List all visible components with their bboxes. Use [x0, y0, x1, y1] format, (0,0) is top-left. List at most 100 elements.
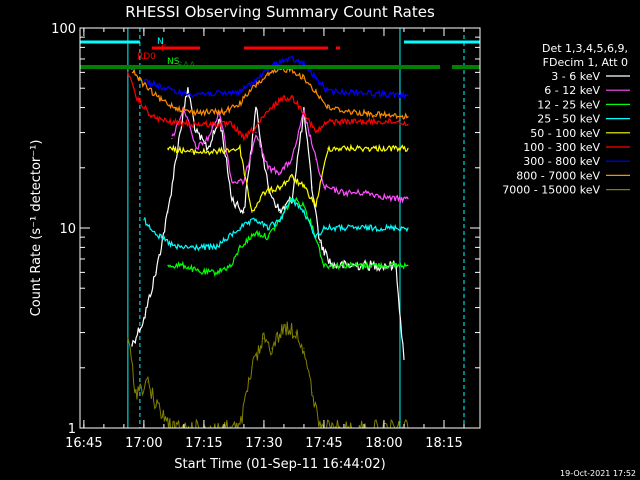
data-point: [407, 227, 409, 229]
data-point: [279, 219, 281, 221]
chart-title: RHESSI Observing Summary Count Rates: [125, 3, 435, 21]
flag-label-ns: NS: [167, 57, 180, 67]
data-point: [207, 137, 209, 140]
legend-label-50-100-kev: 50 - 100 keV: [530, 127, 600, 140]
y-tick-label: 100: [51, 22, 76, 37]
data-point: [271, 347, 273, 350]
data-point: [263, 192, 265, 194]
data-point: [143, 79, 145, 81]
data-point: [163, 87, 165, 89]
series-line-800-7000-kev: [131, 66, 409, 120]
data-point: [147, 381, 149, 383]
data-point: [159, 98, 161, 100]
flag-label-saa: SAA: [177, 61, 196, 71]
legend: Det 1,3,4,5,6,9,FDecim 1, Att 03 - 6 keV…: [502, 42, 630, 197]
x-axis: 16:45 17:00 17:15 17:30 17:45 18:00 18:15: [65, 28, 465, 451]
data-point: [399, 94, 401, 97]
data-point: [303, 77, 305, 79]
data-point: [399, 116, 401, 118]
data-point: [407, 198, 409, 200]
data-point: [267, 111, 269, 113]
y-tick-label: 10: [59, 222, 76, 237]
data-point: [291, 68, 293, 71]
data-point: [343, 227, 345, 229]
data-point: [135, 392, 137, 394]
series-line-6-12-kev: [171, 107, 409, 204]
data-point: [215, 271, 217, 273]
data-point: [399, 147, 401, 150]
x-axis-label: Start Time (01-Sep-11 16:44:02): [174, 457, 385, 472]
data-point: [195, 147, 197, 150]
x-tick-label: 17:30: [245, 436, 282, 451]
data-point: [351, 91, 353, 93]
data-point: [375, 121, 377, 123]
x-tick-label: 18:00: [365, 436, 402, 451]
data-point: [367, 264, 369, 267]
data-point: [255, 231, 257, 234]
data-point: [255, 79, 257, 81]
data-point: [191, 246, 193, 248]
data-point: [279, 68, 281, 71]
data-point: [179, 131, 181, 134]
data-point: [327, 121, 329, 123]
data-point: [351, 111, 353, 113]
data-point: [175, 106, 177, 109]
legend-label-6-12-kev: 6 - 12 keV: [544, 84, 600, 97]
data-point: [315, 204, 317, 206]
data-point: [231, 264, 233, 267]
data-point: [199, 271, 201, 273]
data-point: [283, 326, 285, 328]
series-line-100-300-kev: [127, 73, 409, 142]
flag-label-f: F: [161, 44, 166, 54]
data-point: [391, 264, 393, 267]
data-point: [187, 87, 189, 89]
data-point: [267, 227, 269, 229]
data-point: [255, 84, 257, 86]
data-point: [151, 116, 153, 118]
data-point: [315, 131, 317, 134]
legend-header-line: Det 1,3,4,5,6,9,: [542, 42, 628, 55]
data-point: [183, 264, 185, 267]
series-layer: [127, 55, 409, 428]
series-line-3-6-kev: [131, 87, 405, 360]
data-point: [315, 91, 317, 93]
data-point: [407, 147, 409, 150]
data-point: [351, 147, 353, 150]
data-point: [171, 137, 173, 140]
data-point: [407, 94, 409, 97]
legend-label-12-25-kev: 12 - 25 keV: [537, 98, 600, 111]
data-point: [195, 131, 197, 134]
data-point: [239, 246, 241, 248]
x-tick-label: 17:45: [305, 436, 342, 451]
legend-label-100-300-kev: 100 - 300 keV: [523, 141, 600, 154]
data-point: [167, 264, 169, 267]
data-point: [143, 318, 145, 320]
data-point: [223, 92, 225, 95]
x-tick-label: 17:15: [185, 436, 222, 451]
data-point: [323, 186, 325, 188]
data-point: [243, 137, 245, 140]
data-point: [375, 92, 377, 95]
data-point: [167, 147, 169, 150]
data-point: [323, 264, 325, 267]
legend-label-7000-15000-kev: 7000 - 15000 keV: [502, 184, 600, 197]
data-point: [407, 264, 409, 267]
data-point: [367, 227, 369, 229]
legend-label-3-6-kev: 3 - 6 keV: [551, 70, 600, 83]
data-point: [407, 116, 409, 118]
data-point: [183, 92, 185, 95]
legend-label-800-7000-kev: 800 - 7000 keV: [516, 169, 600, 182]
vertical-markers: [80, 28, 465, 428]
x-tick-label: 17:00: [125, 436, 162, 451]
data-point: [159, 236, 161, 238]
data-point: [303, 204, 305, 206]
series-line-300-800-kev: [143, 55, 409, 100]
data-point: [215, 123, 217, 125]
data-point: [291, 158, 293, 161]
data-point: [315, 236, 317, 238]
data-point: [231, 181, 233, 183]
data-point: [351, 121, 353, 123]
data-point: [215, 151, 217, 153]
